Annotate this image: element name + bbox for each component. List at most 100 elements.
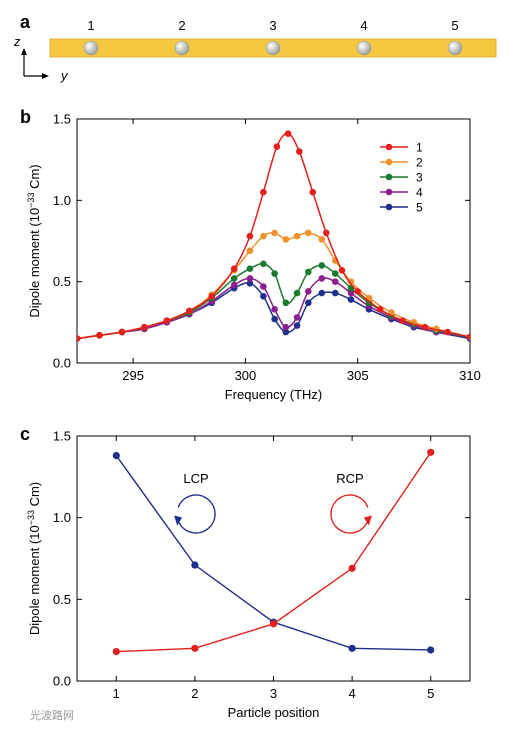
data-point-LCP <box>112 452 120 460</box>
polarization-arrowhead-lcp <box>174 515 183 526</box>
polarization-arc-rcp <box>330 494 369 534</box>
legend-label-5: 5 <box>416 201 423 215</box>
data-point-1 <box>399 317 406 325</box>
y-tick-label: 1.5 <box>53 112 71 127</box>
data-point-3 <box>318 262 326 269</box>
chart-c: 1 2 3 4 5 0.0 0.5 1.0 1.5 Particle position Dipole… <box>26 429 471 720</box>
series-line-1 <box>77 132 470 340</box>
data-point-1 <box>376 306 384 313</box>
data-point-3 <box>331 270 339 277</box>
data-point-4 <box>271 306 278 313</box>
panel-a-chain: 1 2 3 4 5 z y <box>13 18 497 83</box>
x-tick-label: 4 <box>348 686 355 701</box>
data-point-2 <box>347 278 355 285</box>
panel-label-c: c <box>20 424 30 444</box>
x-tick-label: 310 <box>459 368 481 383</box>
data-point-1 <box>338 266 346 274</box>
data-point-4 <box>282 323 290 331</box>
y-tick-label: 1.5 <box>53 429 71 444</box>
data-point-1 <box>322 229 330 237</box>
y-tick-label: 1.0 <box>53 510 71 525</box>
particle-label: 2 <box>178 18 185 33</box>
data-point-2 <box>282 236 290 243</box>
data-point-1 <box>246 232 254 240</box>
data-point-1 <box>77 335 81 342</box>
particle-sphere <box>174 40 190 56</box>
data-point-1 <box>118 328 126 336</box>
z-arrow-head <box>21 48 27 55</box>
z-axis-label: z <box>13 34 21 49</box>
x-tick-label: 1 <box>113 686 120 701</box>
data-point-5 <box>282 328 290 336</box>
data-point-4 <box>347 289 355 297</box>
data-point-2 <box>293 232 301 240</box>
data-point-4 <box>246 275 254 282</box>
data-point-3 <box>293 289 301 297</box>
data-point-5 <box>246 279 254 287</box>
watermark-text: 光波路网 <box>30 708 74 722</box>
y-axis-label: Dipole moment (10−33 Cm) <box>26 482 42 635</box>
data-point-RCP <box>348 564 356 572</box>
data-point-3 <box>305 268 312 276</box>
data-point-2 <box>271 229 278 237</box>
particle-label: 3 <box>269 18 276 33</box>
data-point-1 <box>141 323 148 331</box>
x-tick-label: 5 <box>427 686 434 701</box>
data-point-3 <box>246 265 254 272</box>
data-point-1 <box>208 293 216 300</box>
panel-label-a: a <box>20 12 31 32</box>
particle-label: 5 <box>451 18 458 33</box>
x-axis-label: Frequency (THz) <box>225 387 323 402</box>
plot-frame <box>76 435 471 682</box>
panel-label-b: b <box>20 107 31 127</box>
data-point-1 <box>230 265 238 272</box>
data-point-1 <box>354 288 362 295</box>
data-point-RCP <box>112 648 120 656</box>
data-point-3 <box>260 260 267 268</box>
data-point-5 <box>260 293 267 300</box>
x-tick-label: 2 <box>191 686 198 701</box>
data-point-1 <box>96 332 103 339</box>
data-point-4 <box>331 278 339 285</box>
data-point-1 <box>284 130 292 137</box>
data-point-1 <box>309 188 317 196</box>
legend-marker-1 <box>385 143 393 151</box>
data-point-LCP <box>348 644 356 652</box>
data-point-5 <box>318 289 326 297</box>
data-point-1 <box>163 317 171 325</box>
data-point-2 <box>305 229 312 237</box>
data-point-LCP <box>427 646 435 654</box>
data-point-3 <box>282 299 290 307</box>
y-tick-label: 0.5 <box>53 592 71 607</box>
y-axis-label: Dipole moment (10−33 Cm) <box>26 164 42 317</box>
data-point-1 <box>421 323 429 331</box>
data-point-RCP <box>427 448 435 456</box>
x-tick-label: 305 <box>347 368 369 383</box>
y-tick-label: 0.5 <box>53 274 71 289</box>
data-point-LCP <box>191 561 199 569</box>
legend-label-3: 3 <box>416 171 423 185</box>
particle-sphere <box>356 40 372 56</box>
y-tick-label: 0.0 <box>53 356 71 371</box>
data-point-4 <box>305 288 312 295</box>
data-point-5 <box>305 299 312 307</box>
y-axis-label: y <box>60 68 69 83</box>
data-point-5 <box>347 296 355 303</box>
data-point-1 <box>273 143 281 150</box>
legend-marker-4 <box>385 188 393 196</box>
x-tick-label: 300 <box>235 368 257 383</box>
data-point-2 <box>318 236 326 243</box>
legend-marker-2 <box>385 158 393 166</box>
legend-label-2: 2 <box>416 156 423 170</box>
legend-marker-3 <box>385 173 393 181</box>
data-point-4 <box>318 275 326 282</box>
data-point-1 <box>444 328 451 336</box>
data-point-2 <box>246 247 254 255</box>
x-tick-label: 295 <box>122 368 144 383</box>
data-point-1 <box>466 333 470 341</box>
data-point-5 <box>293 322 301 329</box>
data-point-1 <box>185 307 193 315</box>
x-axis-label: Particle position <box>228 705 320 720</box>
data-point-5 <box>271 315 278 323</box>
